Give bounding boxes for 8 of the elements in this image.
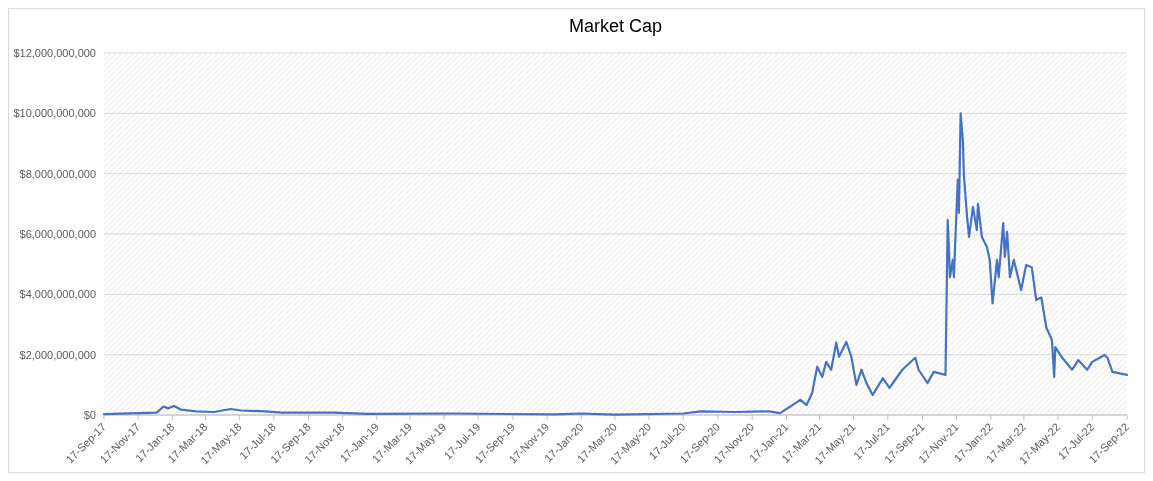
- y-tick-label: $0: [83, 408, 96, 421]
- y-tick-label: $4,000,000,000: [19, 288, 96, 301]
- y-tick-label: $6,000,000,000: [19, 227, 96, 240]
- chart-title: Market Cap: [568, 16, 663, 36]
- y-tick-label: $2,000,000,000: [19, 348, 96, 361]
- y-tick-label: $8,000,000,000: [19, 167, 96, 180]
- y-tick-label: $10,000,000,000: [13, 107, 96, 120]
- y-tick-label: $12,000,000,000: [13, 46, 96, 59]
